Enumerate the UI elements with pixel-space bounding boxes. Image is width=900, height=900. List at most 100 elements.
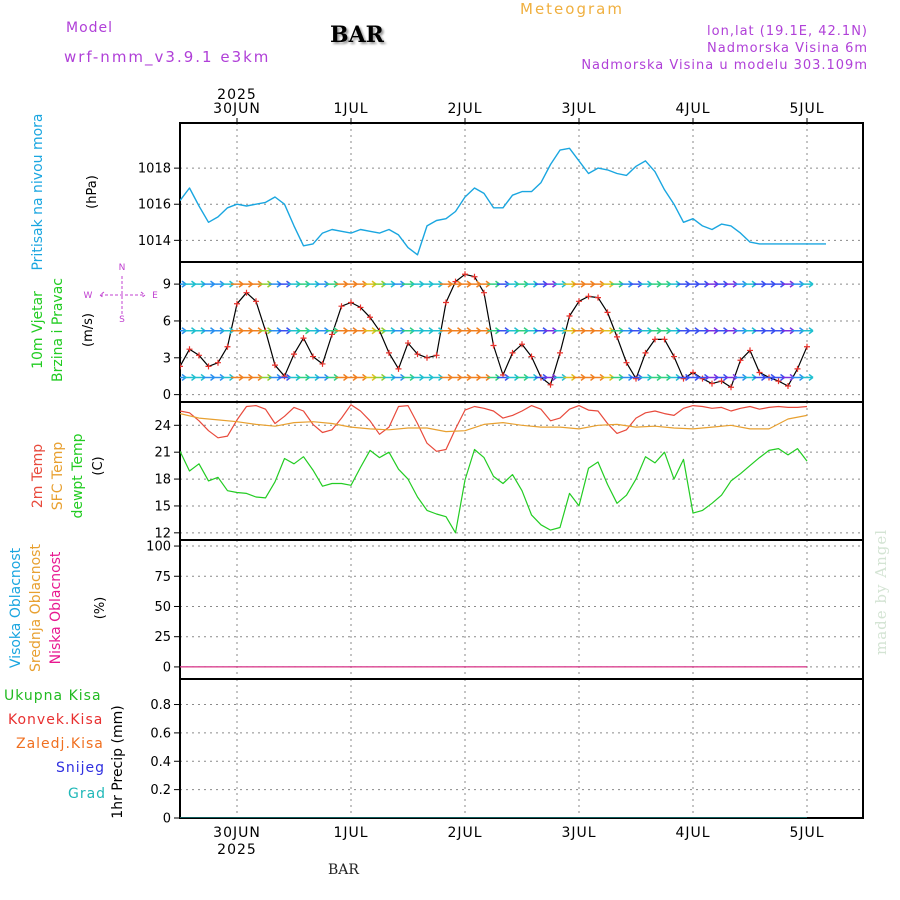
y-tick-label: 100 bbox=[146, 540, 171, 555]
x-tick-label-bottom: 1JUL bbox=[333, 825, 368, 841]
wind-marker bbox=[623, 359, 630, 366]
panel-frame bbox=[179, 678, 864, 819]
wind-marker bbox=[291, 351, 297, 358]
x-tick-label-top: 30JUN bbox=[213, 101, 261, 117]
wind-marker bbox=[300, 335, 307, 342]
station-title: BAR bbox=[330, 22, 384, 48]
compass-n: N bbox=[119, 263, 126, 273]
wind-marker bbox=[186, 346, 193, 353]
wind-marker bbox=[357, 304, 364, 311]
x-tick-label-bottom: 5JUL bbox=[789, 825, 824, 841]
wind-marker bbox=[481, 289, 487, 296]
wind-marker bbox=[319, 360, 326, 367]
lonlat-label: lon,lat (19.1E, 42.1N) bbox=[707, 24, 868, 39]
yunit-wind: (m/s) bbox=[81, 313, 96, 347]
legend-precip-frz: Zaledj.Kisa bbox=[16, 736, 104, 752]
wind-marker bbox=[433, 352, 440, 359]
y-tick-label: 21 bbox=[154, 446, 171, 461]
y-tick-label: 50 bbox=[154, 600, 171, 615]
yunit-temp: (C) bbox=[91, 456, 106, 475]
wind-marker bbox=[785, 383, 791, 390]
y-tick-label: 1016 bbox=[138, 198, 171, 213]
yunit-pressure: (hPa) bbox=[85, 175, 100, 209]
year-label-bottom: 2025 bbox=[217, 842, 257, 858]
compass-cross bbox=[99, 276, 146, 316]
wind-marker bbox=[424, 354, 430, 361]
meteogram-label: Meteogram bbox=[520, 0, 624, 18]
series-temp-0 bbox=[180, 404, 808, 452]
wind-arrow bbox=[801, 327, 814, 335]
model-name: wrf-nmm_v3.9.1 e3km bbox=[64, 48, 271, 66]
x-tick-label-top: 2JUL bbox=[447, 101, 482, 117]
wind-marker bbox=[519, 341, 525, 348]
bottom-station-label: BAR bbox=[328, 862, 359, 878]
wind-marker bbox=[557, 349, 563, 356]
wind-marker bbox=[756, 369, 763, 376]
x-tick-label-bottom: 2JUL bbox=[447, 825, 482, 841]
wind-marker bbox=[196, 352, 202, 359]
panel-frame bbox=[179, 401, 864, 541]
y-tick-label: 0.8 bbox=[150, 698, 171, 713]
wind-arrow bbox=[801, 373, 814, 382]
wind-marker bbox=[395, 365, 402, 372]
wind-marker bbox=[737, 357, 744, 364]
wind-marker bbox=[224, 343, 231, 350]
y-tick-label: 15 bbox=[154, 499, 171, 514]
wind-marker bbox=[310, 353, 316, 360]
wind-marker bbox=[234, 300, 240, 307]
wind-arrow bbox=[801, 280, 814, 288]
wind-marker bbox=[585, 293, 592, 300]
panel-clouds: 0 25 50 75 100 bbox=[146, 539, 864, 680]
x-tick-label-bottom: 3JUL bbox=[561, 825, 596, 841]
elevation-label: Nadmorska Visina 6m bbox=[707, 41, 868, 56]
wind-marker bbox=[414, 351, 421, 358]
ylabel-temp-2: SFC Temp bbox=[50, 442, 66, 511]
legend-precip-grad: Grad bbox=[68, 786, 107, 802]
wind-marker bbox=[709, 380, 715, 387]
y-tick-label: 12 bbox=[154, 526, 171, 541]
y-tick-label: 0.6 bbox=[150, 726, 171, 741]
legend-precip-total: Ukupna Kisa bbox=[4, 688, 102, 704]
model-elevation-label: Nadmorska Visina u modelu 303.109m bbox=[581, 58, 868, 73]
model-label: Model bbox=[66, 20, 114, 36]
y-tick-label: 3 bbox=[163, 351, 171, 366]
x-tick-label-top: 3JUL bbox=[561, 101, 596, 117]
y-tick-label: 1018 bbox=[138, 162, 171, 177]
wind-marker bbox=[633, 375, 639, 382]
panel-pressure: 1014 1016 1018 bbox=[138, 122, 864, 263]
compass-e: E bbox=[152, 291, 158, 301]
y-tick-label: 25 bbox=[154, 630, 171, 645]
wind-marker bbox=[595, 294, 601, 301]
panel-frame bbox=[179, 261, 864, 403]
legend-precip-snow: Snijeg bbox=[56, 760, 106, 776]
wind-marker bbox=[747, 347, 753, 354]
panel-frame bbox=[179, 539, 864, 680]
wind-marker bbox=[614, 333, 620, 340]
series-temp-2 bbox=[180, 448, 808, 534]
wind-marker bbox=[680, 375, 687, 382]
wind-marker bbox=[471, 273, 478, 280]
wind-marker bbox=[566, 313, 573, 320]
x-tick-label-top: 4JUL bbox=[675, 101, 710, 117]
ylabel-pressure: Pritisak na nivou mora bbox=[30, 113, 46, 270]
ylabel-cloud-mid: Srednja Oblacnost bbox=[28, 544, 44, 672]
wind-marker bbox=[215, 359, 221, 366]
y-tick-label: 75 bbox=[154, 570, 171, 585]
compass-w: W bbox=[84, 291, 93, 301]
wind-marker bbox=[348, 299, 354, 306]
wind-marker bbox=[367, 314, 373, 321]
ylabel-wind: 10m Vjetar bbox=[30, 291, 46, 369]
wind-compass: N S W E bbox=[84, 263, 159, 325]
wind-marker bbox=[253, 298, 259, 305]
y-tick-label: 0.2 bbox=[150, 783, 171, 798]
wind-marker bbox=[794, 365, 801, 372]
x-tick-label-top: 5JUL bbox=[789, 101, 824, 117]
compass-s: S bbox=[119, 315, 125, 325]
legend-precip-conv: Konvek.Kisa bbox=[8, 712, 104, 728]
series-pressure bbox=[180, 147, 826, 256]
wind-marker bbox=[652, 336, 658, 343]
y-tick-label: 0.4 bbox=[150, 755, 171, 770]
wind-marker bbox=[509, 349, 516, 356]
wind-marker bbox=[405, 340, 411, 347]
